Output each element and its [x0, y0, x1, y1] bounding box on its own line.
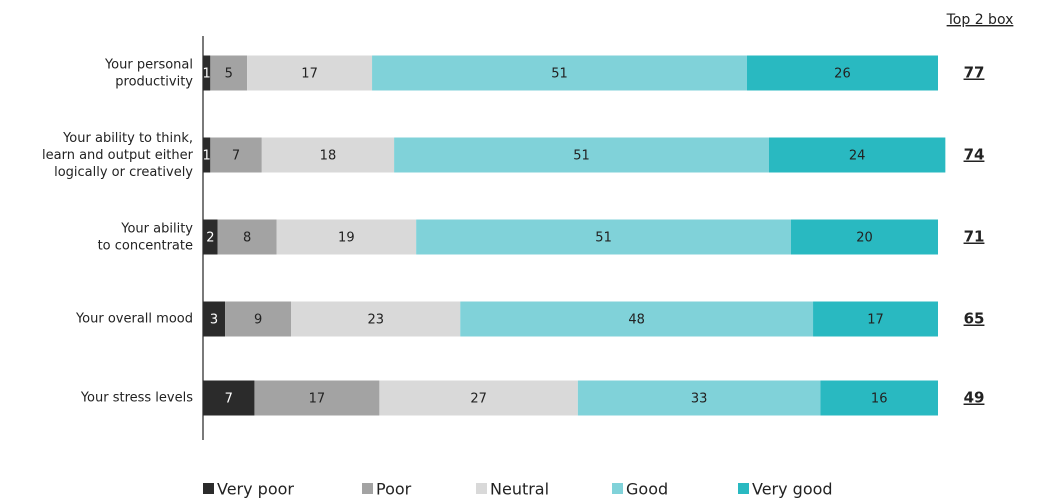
bar-segment: [379, 380, 578, 416]
category-label: Your stress levels: [80, 391, 193, 406]
bar-segment: [254, 380, 380, 416]
value-label: 1: [203, 149, 211, 164]
bar-segment: [813, 301, 938, 337]
value-label: 18: [320, 149, 337, 164]
value-label: 17: [301, 67, 318, 82]
value-label: 17: [867, 313, 884, 328]
legend-label: Neutral: [490, 480, 549, 499]
legend-label: Very good: [752, 480, 833, 499]
value-label: 8: [243, 231, 251, 246]
category-label: Your ability to think, learn and output e…: [42, 131, 194, 180]
value-label: 9: [254, 313, 262, 328]
value-label: 51: [551, 67, 568, 82]
value-label: 24: [849, 149, 866, 164]
value-label: 3: [210, 313, 218, 328]
value-label: 27: [470, 392, 487, 407]
category-label: Your personal productivity: [104, 57, 193, 89]
legend-label: Very poor: [217, 480, 294, 499]
bar-segment: [203, 219, 218, 255]
top2-title: Top 2 box: [946, 12, 1014, 28]
top2-value: 74: [964, 146, 985, 164]
bar-segment: [203, 380, 255, 416]
value-label: 16: [871, 392, 888, 407]
bar-segment: [416, 219, 791, 255]
category-label: Your ability to concentrate: [98, 221, 194, 253]
bar-segment: [225, 301, 292, 337]
value-label: 5: [225, 67, 233, 82]
value-label: 51: [595, 231, 612, 246]
value-label: 33: [691, 392, 708, 407]
bar-segment: [394, 137, 769, 173]
bar-segment: [291, 301, 461, 337]
bar-segment: [203, 55, 211, 91]
value-label: 1: [203, 67, 211, 82]
bar-segment: [261, 137, 395, 173]
bar-segment: [372, 55, 747, 91]
bar-segment: [247, 55, 373, 91]
bar-segment: [746, 55, 938, 91]
legend-swatch: [612, 483, 623, 494]
bar-segment: [217, 219, 277, 255]
bar-segment: [203, 137, 211, 173]
bar-segment: [820, 380, 938, 416]
legend-label: Poor: [376, 480, 412, 499]
legend-label: Good: [626, 480, 668, 499]
top2-value: 77: [964, 64, 985, 82]
legend-swatch: [203, 483, 214, 494]
value-label: 2: [206, 231, 214, 246]
top2-value: 71: [964, 228, 985, 246]
value-label: 51: [573, 149, 590, 164]
category-label: Your overall mood: [75, 312, 193, 327]
value-label: 26: [834, 67, 851, 82]
legend-swatch: [738, 483, 749, 494]
bar-segment: [276, 219, 417, 255]
value-label: 19: [338, 231, 355, 246]
value-label: 23: [367, 313, 384, 328]
top2-value: 49: [964, 389, 985, 407]
bar-segment: [577, 380, 821, 416]
bar-segment: [210, 55, 248, 91]
bar-segment: [203, 301, 226, 337]
value-label: 7: [225, 392, 233, 407]
bar-segment: [791, 219, 938, 255]
value-label: 17: [309, 392, 326, 407]
value-label: 7: [232, 149, 240, 164]
bar-segment: [768, 137, 946, 173]
bar-segment: [210, 137, 262, 173]
bar-segment: [460, 301, 814, 337]
value-label: 20: [856, 231, 873, 246]
legend-swatch: [362, 483, 373, 494]
legend-swatch: [476, 483, 487, 494]
top2-value: 65: [964, 310, 985, 328]
value-label: 48: [628, 313, 645, 328]
